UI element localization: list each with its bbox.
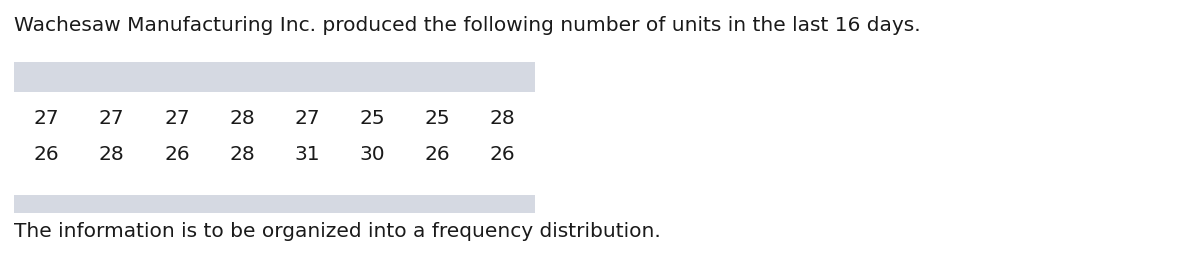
- Bar: [14, 92, 535, 195]
- Bar: [14, 62, 535, 92]
- Text: 28: 28: [490, 109, 515, 127]
- Text: 27: 27: [294, 109, 320, 127]
- Text: 26: 26: [490, 145, 515, 165]
- Bar: [14, 195, 535, 213]
- Text: The information is to be organized into a frequency distribution.: The information is to be organized into …: [14, 222, 661, 241]
- Text: 25: 25: [359, 109, 385, 127]
- Text: Wachesaw Manufacturing Inc. produced the following number of units in the last 1: Wachesaw Manufacturing Inc. produced the…: [14, 16, 920, 35]
- Text: 26: 26: [34, 145, 59, 165]
- Text: 28: 28: [98, 145, 125, 165]
- Text: 28: 28: [229, 109, 254, 127]
- Text: 26: 26: [164, 145, 190, 165]
- Text: 27: 27: [164, 109, 190, 127]
- Text: 27: 27: [98, 109, 125, 127]
- Text: 31: 31: [294, 145, 320, 165]
- Text: 28: 28: [229, 145, 254, 165]
- Text: 27: 27: [34, 109, 59, 127]
- Text: 30: 30: [359, 145, 385, 165]
- Text: 25: 25: [425, 109, 450, 127]
- Text: 26: 26: [425, 145, 450, 165]
